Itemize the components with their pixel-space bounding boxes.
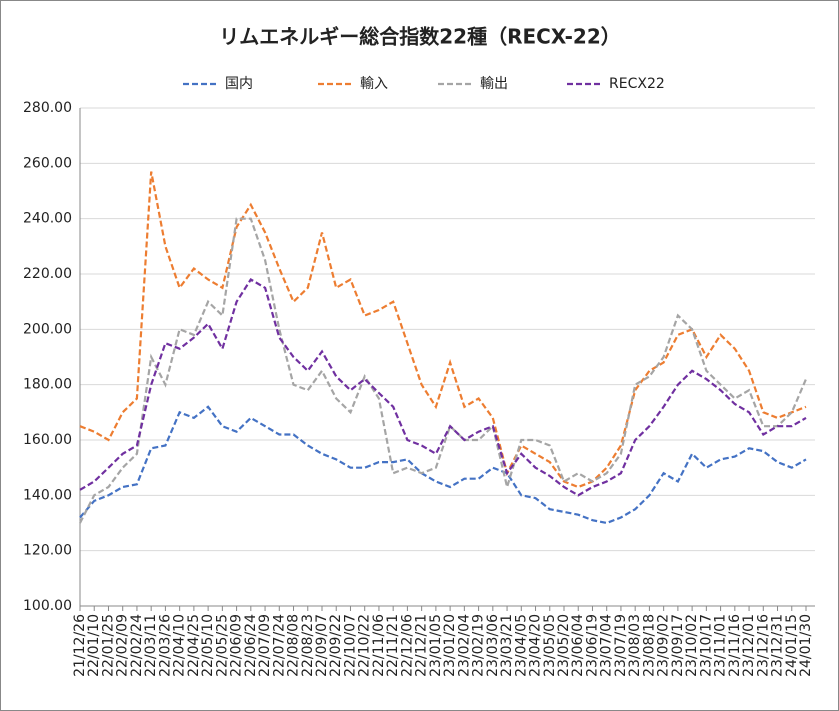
x-tick-label: 23/11/16 (727, 614, 743, 677)
x-tick-label: 22/02/09 (115, 614, 131, 677)
x-tick-label: 22/11/06 (371, 614, 387, 677)
x-tick-label: 21/12/26 (72, 614, 88, 677)
series-line (79, 405, 807, 525)
x-tick-label: 22/02/24 (129, 614, 145, 677)
x-tick-label: 22/01/10 (86, 614, 102, 677)
x-tick-label: 23/03/21 (499, 614, 515, 677)
x-tick-label: 23/08/03 (627, 614, 643, 677)
x-tick-label: 23/12/16 (755, 614, 771, 677)
series-line (79, 278, 807, 497)
x-tick-label: 22/10/22 (357, 614, 373, 677)
x-tick-label: 23/02/19 (471, 614, 487, 677)
x-tick-label: 23/10/17 (698, 614, 714, 677)
x-tick-label: 23/05/20 (556, 614, 572, 677)
x-tick-label: 22/07/09 (257, 614, 273, 677)
x-tick-label: 22/06/09 (229, 614, 245, 677)
x-tick-label: 23/01/05 (428, 614, 444, 677)
x-tick-label: 23/03/06 (485, 614, 501, 677)
x-tick-label: 22/04/10 (172, 614, 188, 677)
x-tick-label: 22/07/24 (271, 614, 287, 677)
x-tick-label: 23/07/04 (599, 614, 615, 677)
x-tick-label: 23/04/05 (513, 614, 529, 677)
x-tick-label: 22/03/11 (143, 614, 159, 677)
x-tick-label: 24/01/15 (784, 614, 800, 677)
x-tick-label: 22/10/07 (342, 614, 358, 677)
x-tick-label: 22/05/10 (200, 614, 216, 677)
x-tick-label: 23/06/04 (570, 614, 586, 677)
y-tick-label: 200.00 (23, 321, 72, 337)
legend-label: RECX22 (609, 76, 665, 92)
x-tick-label: 23/07/19 (613, 614, 629, 677)
y-tick-label: 100.00 (23, 598, 72, 614)
series-line (79, 217, 808, 524)
x-tick-label: 22/12/21 (414, 614, 430, 677)
y-tick-label: 240.00 (23, 211, 72, 227)
y-tick-label: 180.00 (23, 377, 72, 393)
x-tick-label: 23/09/02 (656, 614, 672, 677)
x-tick-label: 22/11/21 (385, 614, 401, 677)
chart-title: リムエネルギー総合指数22種（RECX-22） (219, 25, 621, 49)
y-tick-label: 260.00 (23, 155, 72, 171)
x-tick-label: 22/09/07 (314, 614, 330, 677)
y-tick-label: 160.00 (23, 432, 72, 448)
x-tick-label: 22/08/23 (300, 614, 316, 677)
legend-label: 輸入 (360, 76, 388, 92)
y-tick-label: 120.00 (23, 543, 72, 559)
x-tick-label: 22/12/06 (399, 614, 415, 677)
x-tick-label: 22/08/08 (286, 614, 302, 677)
legend-label: 国内 (225, 76, 253, 92)
x-tick-label: 22/01/25 (100, 614, 116, 677)
x-tick-label: 23/01/20 (442, 614, 458, 677)
x-tick-label: 23/12/01 (741, 614, 757, 677)
x-tick-label: 23/02/04 (456, 614, 472, 677)
x-tick-label: 23/08/18 (641, 614, 657, 677)
x-tick-label: 23/09/17 (670, 614, 686, 677)
x-tick-label: 22/03/26 (157, 614, 173, 677)
x-tick-label: 22/05/25 (214, 614, 230, 677)
y-tick-label: 140.00 (23, 487, 72, 503)
x-tick-label: 23/05/05 (542, 614, 558, 677)
x-tick-label: 23/10/02 (684, 614, 700, 677)
x-tick-label: 22/04/25 (186, 614, 202, 677)
x-tick-label: 22/09/22 (328, 614, 344, 677)
y-tick-label: 280.00 (23, 100, 72, 116)
x-tick-label: 22/06/24 (243, 614, 259, 677)
x-tick-label: 24/01/30 (798, 614, 814, 677)
x-tick-label: 23/04/20 (528, 614, 544, 677)
x-tick-label: 23/12/31 (770, 614, 786, 677)
legend-label: 輸出 (480, 76, 508, 92)
legend: 国内 輸入 輸出 RECX22 (183, 76, 665, 92)
x-tick-label: 23/06/19 (584, 614, 600, 677)
x-tick-label: 23/11/01 (713, 614, 729, 677)
y-tick-label: 220.00 (23, 266, 72, 282)
series-line (79, 171, 807, 489)
